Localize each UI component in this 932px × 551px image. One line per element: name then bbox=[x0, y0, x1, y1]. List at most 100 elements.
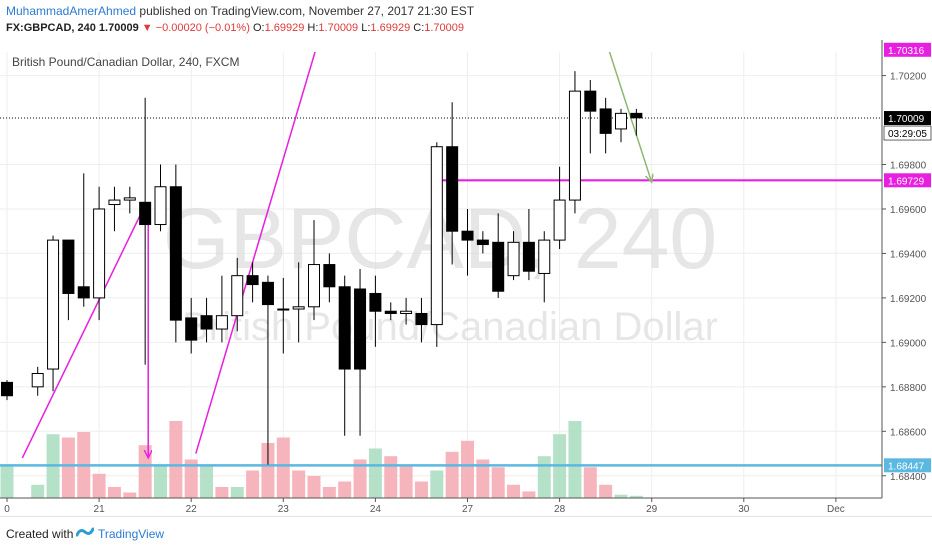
volume-bar bbox=[169, 421, 183, 498]
price-tag-mid-resistance: 1.69729 bbox=[884, 173, 931, 188]
candle bbox=[599, 97, 612, 154]
grid bbox=[0, 40, 882, 498]
low-label: L: bbox=[361, 22, 371, 34]
candle bbox=[308, 220, 320, 321]
candle-body-up bbox=[615, 112, 627, 130]
candle bbox=[461, 208, 474, 276]
volume-bar bbox=[138, 445, 152, 498]
plot-top-margin bbox=[0, 40, 882, 52]
candle bbox=[277, 277, 290, 354]
candle bbox=[446, 102, 459, 265]
volume-bar bbox=[629, 495, 643, 498]
last-price: 1.70009 bbox=[98, 22, 139, 34]
trendline-1 bbox=[21, 210, 143, 459]
candle bbox=[139, 97, 152, 365]
chart-header: MuhammadAmerAhmed published on TradingVi… bbox=[0, 0, 932, 40]
open-value: 1.69929 bbox=[264, 22, 305, 34]
price-tag-label: 1.68447 bbox=[888, 461, 925, 472]
price-chart[interactable]: GBPCAD, 240 British Pound/Canadian Dolla… bbox=[0, 40, 932, 516]
volume-bars bbox=[0, 421, 643, 498]
price-tag-bg bbox=[884, 173, 931, 188]
price-tag-current-price: 1.70009 03:29:05 bbox=[883, 111, 932, 141]
y-tick-label: 1.69200 bbox=[890, 294, 927, 305]
candle-body-down bbox=[261, 281, 274, 306]
volume-bar bbox=[215, 487, 229, 498]
candle-body-down bbox=[139, 201, 152, 226]
volume-bar bbox=[430, 470, 444, 498]
volume-bar bbox=[338, 481, 352, 498]
candle-body-down bbox=[461, 230, 474, 241]
chart-title: British Pound/Canadian Dollar, 240, FXCM bbox=[12, 55, 239, 69]
price-tag-label: 1.69729 bbox=[888, 176, 925, 187]
x-tick-label: 21 bbox=[94, 504, 106, 515]
candle-body-up bbox=[507, 241, 520, 277]
candle bbox=[476, 231, 489, 254]
candle bbox=[522, 208, 535, 281]
candle bbox=[369, 275, 382, 347]
candle-body-down bbox=[492, 241, 505, 292]
candle-body-down bbox=[338, 286, 351, 370]
candle bbox=[354, 269, 367, 436]
candle-body-up bbox=[108, 199, 121, 206]
y-tick-label: 1.70200 bbox=[890, 72, 927, 83]
candle-body-down bbox=[62, 239, 75, 294]
candles bbox=[1, 71, 643, 465]
price-tag-label: 1.70316 bbox=[888, 46, 925, 57]
author-link[interactable]: MuhammadAmerAhmed bbox=[6, 4, 137, 18]
candle-body-down bbox=[354, 288, 367, 370]
candle-body-down bbox=[476, 239, 489, 246]
volume-bar bbox=[414, 481, 428, 498]
candle bbox=[492, 213, 505, 298]
volume-bar bbox=[61, 437, 75, 498]
candle-body-down bbox=[323, 264, 336, 288]
volume-bar bbox=[92, 473, 106, 498]
volume-bar bbox=[322, 487, 336, 498]
candle-body-down bbox=[200, 315, 213, 330]
tradingview-logo-icon[interactable] bbox=[76, 526, 94, 540]
y-tick-label: 1.69600 bbox=[890, 205, 927, 216]
candle bbox=[185, 297, 198, 354]
volume-bar bbox=[368, 448, 382, 498]
candle-body-down bbox=[384, 310, 397, 314]
candle bbox=[77, 173, 90, 307]
candle-body-up bbox=[538, 239, 551, 274]
created-with-label: Created with bbox=[6, 527, 74, 541]
candle bbox=[400, 297, 413, 325]
volume-bar bbox=[568, 421, 582, 498]
candle bbox=[231, 257, 244, 332]
candle bbox=[62, 239, 75, 321]
candle-body-up bbox=[47, 239, 60, 370]
y-tick-label: 1.69400 bbox=[890, 249, 927, 260]
volume-bar bbox=[614, 494, 628, 498]
candle-body-up bbox=[31, 372, 44, 388]
candle bbox=[93, 186, 106, 321]
publish-info: MuhammadAmerAhmed published on TradingVi… bbox=[6, 4, 474, 18]
candle-body-up bbox=[400, 310, 413, 314]
volume-bar bbox=[507, 484, 521, 498]
symbol-label: FX:GBPCAD, 240 bbox=[6, 22, 96, 34]
volume-bar bbox=[123, 492, 137, 498]
x-tick-label: 24 bbox=[370, 504, 382, 515]
volume-bar bbox=[200, 465, 214, 498]
x-tick-label: 23 bbox=[278, 504, 290, 515]
x-tick-label: 28 bbox=[554, 504, 566, 515]
x-tick-label: Dec bbox=[827, 504, 845, 515]
candle bbox=[47, 235, 60, 392]
volume-bar bbox=[537, 456, 551, 498]
time-axis-bg bbox=[0, 498, 932, 516]
trendline-2 bbox=[195, 40, 320, 454]
footer: Created with TradingView bbox=[0, 516, 932, 551]
price-tag-bg bbox=[884, 111, 931, 126]
candle-body-up bbox=[430, 146, 443, 326]
y-tick-label: 1.68400 bbox=[890, 472, 927, 483]
volume-bar bbox=[276, 437, 290, 498]
candle-body-down bbox=[415, 312, 428, 326]
volume-bar bbox=[353, 459, 367, 498]
candle-body-down bbox=[1, 381, 13, 397]
axes: 1.68400 1.68600 1.68800 1.69000 1.69200 1.694… bbox=[0, 40, 932, 516]
candle-body-up bbox=[154, 186, 167, 226]
open-label: O: bbox=[252, 22, 265, 34]
tradingview-link[interactable]: TradingView bbox=[98, 527, 165, 541]
candle bbox=[215, 275, 228, 343]
volume-bar bbox=[583, 467, 597, 498]
